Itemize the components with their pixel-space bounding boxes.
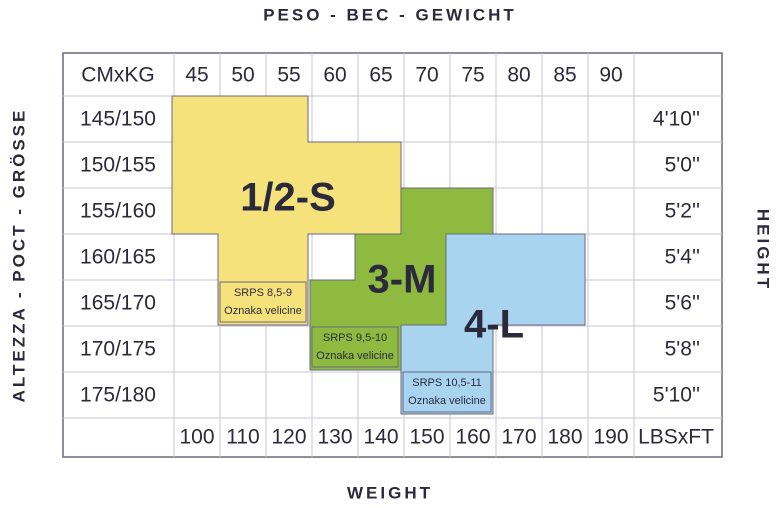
kg-label: 60 [323, 64, 346, 87]
size-note: Oznaka velicine [224, 305, 302, 317]
lbs-label: 150 [409, 426, 444, 449]
right-label: HEIGHT [754, 209, 773, 291]
cm-label: 165/170 [80, 292, 156, 315]
size-note: Oznaka velicine [316, 350, 394, 362]
cm-label: 150/155 [80, 154, 156, 177]
cm-label: 170/175 [80, 338, 156, 361]
kg-label: 70 [415, 64, 438, 87]
kg-label: 50 [231, 64, 254, 87]
kg-label: 85 [553, 64, 576, 87]
lbs-label: 190 [593, 426, 628, 449]
size-code: SRPS 8,5-9 [234, 287, 292, 299]
lbs-label: 110 [226, 426, 259, 449]
kg-label: 75 [461, 64, 484, 87]
lbs-label: 180 [547, 426, 582, 449]
cm-label: 155/160 [80, 200, 156, 223]
cm-label: 145/150 [80, 108, 156, 131]
corner-label: CMxKG [81, 64, 155, 87]
top-label: PESO - BEC - GEWICHT [263, 5, 517, 24]
code-box [219, 281, 307, 323]
size-label: 4-L [464, 303, 524, 347]
ft-label: 5'4'' [665, 246, 700, 269]
lbs-label: 130 [317, 426, 352, 449]
size-label: 3-M [368, 258, 437, 302]
corner-label: LBSxFT [638, 426, 714, 449]
size-code: SRPS 10,5-11 [412, 377, 482, 389]
lbs-label: 140 [363, 426, 398, 449]
ft-label: 5'10'' [653, 384, 700, 407]
size-code: SRPS 9,5-10 [323, 332, 387, 344]
lbs-label: 100 [179, 426, 214, 449]
ft-label: 5'0'' [665, 154, 700, 177]
lbs-label: 170 [501, 426, 536, 449]
lbs-label: 160 [455, 426, 490, 449]
ft-label: 4'10'' [653, 108, 700, 131]
size-note: Oznaka velicine [408, 395, 486, 407]
size-label: 1/2-S [240, 176, 336, 220]
size-region-s [171, 95, 402, 326]
cm-label: 175/180 [80, 384, 156, 407]
bottom-label: WEIGHT [347, 483, 433, 502]
left-label: ALTEZZA - POCT - GRÖSSE [9, 108, 28, 403]
kg-label: 45 [185, 64, 208, 87]
lbs-label: 120 [271, 426, 306, 449]
kg-label: 55 [277, 64, 300, 87]
kg-label: 90 [599, 64, 622, 87]
code-box [311, 326, 399, 368]
cm-label: 160/165 [80, 246, 156, 269]
ft-label: 5'8'' [665, 338, 700, 361]
ft-label: 5'6'' [665, 292, 700, 315]
code-box [402, 371, 492, 413]
size-region-l [400, 233, 586, 415]
kg-label: 80 [507, 64, 530, 87]
ft-label: 5'2'' [665, 200, 700, 223]
kg-label: 65 [369, 64, 392, 87]
